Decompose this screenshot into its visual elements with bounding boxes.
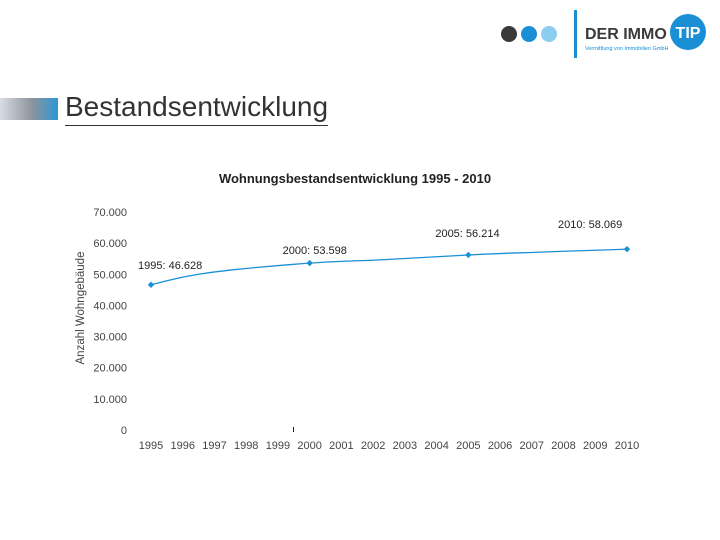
logo-badge <box>670 14 706 50</box>
x-tick-label: 2007 <box>520 440 544 452</box>
x-tick-label: 2006 <box>488 440 512 452</box>
logo-brand: DER IMMO <box>585 26 667 43</box>
y-tick-label: 60.000 <box>93 238 127 250</box>
logo-dot-light <box>541 26 557 42</box>
series-line <box>150 248 628 286</box>
y-tick-label: 0 <box>121 425 127 437</box>
data-point-marker <box>623 245 631 253</box>
x-tick-label: 2008 <box>551 440 575 452</box>
company-logo: DER IMMO TIP Vermittlung von Immobilien … <box>501 10 706 58</box>
x-axis-ticks: 1995 1996 1997 1998 1999 2000 2001 2002 2003 2004… <box>139 440 639 452</box>
series-markers <box>147 245 631 288</box>
x-tick-label: 2002 <box>361 440 385 452</box>
x-tick-label: 1997 <box>202 440 226 452</box>
x-tick-label: 1998 <box>234 440 258 452</box>
logo-badge-text: TIP <box>676 25 701 42</box>
logo-dot-blue <box>521 26 537 42</box>
y-tick-label: 10.000 <box>93 394 127 406</box>
y-tick-label: 70.000 <box>93 207 127 219</box>
data-point-marker <box>306 259 313 267</box>
data-labels: 1995: 46.628 2000: 53.598 2005: 56.214 2010… <box>138 219 622 272</box>
x-tick-label: 1995 <box>139 440 163 452</box>
y-tick-label: 40.000 <box>93 300 127 312</box>
line-chart: Wohnungsbestandsentwicklung 1995 - 2010 … <box>75 171 639 452</box>
x-tick-label: 2005 <box>456 440 480 452</box>
data-label: 1995: 46.628 <box>138 260 202 272</box>
data-point-marker <box>465 251 472 259</box>
y-tick-label: 30.000 <box>93 332 127 344</box>
y-tick-label: 20.000 <box>93 363 127 375</box>
data-label: 2000: 53.598 <box>283 245 347 257</box>
x-tick-label: 2010 <box>615 440 639 452</box>
x-tick-label: 2009 <box>583 440 607 452</box>
y-axis-label: Anzahl Wohngebäude <box>75 252 87 365</box>
logo-tagline: Vermittlung von Immobilien GmbH <box>585 46 668 52</box>
title-accent-bar <box>0 98 58 120</box>
data-label: 2010: 58.069 <box>558 219 622 231</box>
x-tick-label: 1996 <box>170 440 194 452</box>
chart-title: Wohnungsbestandsentwicklung 1995 - 2010 <box>219 171 491 186</box>
logo-dot-dark <box>501 26 517 42</box>
page-title: Bestandsentwicklung <box>65 90 329 126</box>
data-point-marker <box>147 281 155 288</box>
y-axis-ticks: 0 10.000 20.000 30.000 40.000 50.000 60.000 70.… <box>93 207 127 437</box>
x-tick-label: 2001 <box>329 440 353 452</box>
x-tick-label: 1999 <box>266 440 290 452</box>
stray-mark <box>293 427 294 432</box>
x-tick-label: 2000 <box>297 440 321 452</box>
y-tick-label: 50.000 <box>93 269 127 281</box>
x-tick-label: 2003 <box>393 440 417 452</box>
x-tick-label: 2004 <box>424 440 448 452</box>
data-label: 2005: 56.214 <box>435 228 499 240</box>
logo-divider <box>574 10 577 58</box>
